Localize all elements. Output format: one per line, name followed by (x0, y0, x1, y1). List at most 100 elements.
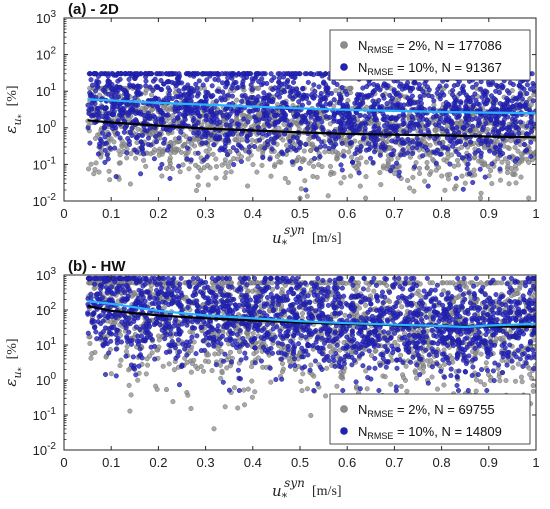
scatter-point-series-1 (341, 148, 347, 154)
scatter-point-series-2 (300, 114, 306, 120)
scatter-point-series-2 (311, 82, 317, 88)
scatter-point-series-1 (519, 154, 525, 160)
mean-line-series-2 (87, 98, 537, 115)
scatter-point-series-1 (126, 367, 132, 373)
scatter-point-series-2 (465, 161, 471, 167)
scatter-point-series-2 (517, 102, 523, 108)
scatter-point-series-2 (397, 93, 403, 99)
scatter-point-series-1 (210, 151, 216, 157)
scatter-point-series-1 (306, 136, 312, 142)
scatter-point-series-1 (193, 187, 199, 193)
scatter-point-series-2 (169, 79, 175, 85)
scatter-point-series-2 (439, 126, 445, 132)
scatter-point-series-1 (363, 195, 369, 201)
scatter-point-series-2 (399, 86, 405, 92)
scatter-point-series-2 (327, 138, 333, 144)
scatter-point-series-2 (322, 95, 328, 101)
scatter-point-series-2 (478, 141, 484, 147)
scatter-point-series-1 (459, 173, 465, 179)
scatter-point-series-1 (213, 163, 219, 169)
scatter-point-series-1 (118, 357, 124, 363)
scatter-point-series-2 (332, 134, 338, 140)
scatter-point-series-2 (268, 71, 274, 77)
scatter-point-series-2 (102, 124, 108, 130)
scatter-point-series-2 (373, 140, 379, 146)
scatter-point-series-1 (279, 369, 285, 375)
scatter-point-series-1 (493, 336, 499, 342)
scatter-point-series-1 (417, 165, 423, 171)
scatter-point-series-2 (400, 121, 406, 127)
scatter-point-series-1 (298, 186, 304, 192)
scatter-point-series-2 (291, 74, 297, 80)
scatter-point-series-2 (158, 77, 164, 83)
scatter-point-series-1 (509, 87, 515, 93)
scatter-point-series-2 (312, 112, 318, 118)
scatter-point-series-2 (190, 117, 196, 123)
scatter-point-series-1 (450, 280, 456, 286)
scatter-point-series-2 (491, 96, 497, 102)
scatter-point-series-2 (110, 86, 116, 92)
scatter-point-series-2 (482, 101, 488, 107)
scatter-point-series-1 (205, 182, 211, 188)
scatter-point-series-1 (488, 168, 494, 174)
scatter-point-series-2 (408, 100, 414, 106)
scatter-point-series-1 (515, 148, 521, 154)
scatter-point-series-2 (311, 134, 317, 140)
scatter-point-series-2 (284, 147, 290, 153)
x-axis-label-a: u*syn[m/s] (272, 223, 342, 251)
scatter-point-series-2 (384, 85, 390, 91)
scatter-point-series-1 (281, 121, 287, 127)
scatter-point-series-2 (229, 73, 235, 79)
scatter-point-series-1 (160, 363, 166, 369)
scatter-point-series-2 (307, 110, 313, 116)
scatter-point-series-2 (315, 102, 321, 108)
scatter-point-series-2 (447, 161, 453, 167)
scatter-point-series-2 (502, 104, 508, 110)
scatter-point-series-2 (204, 154, 210, 160)
scatter-point-series-2 (486, 114, 492, 120)
scatter-point-series-1 (364, 386, 370, 392)
scatter-point-series-2 (175, 81, 181, 87)
scatter-point-series-2 (317, 115, 323, 121)
scatter-point-series-2 (497, 166, 503, 172)
scatter-point-series-2 (207, 73, 213, 79)
scatter-point-series-1 (415, 288, 421, 294)
scatter-point-series-1 (515, 361, 521, 367)
scatter-point-series-2 (245, 119, 251, 125)
scatter-point-series-2 (267, 365, 273, 371)
scatter-point-series-2 (303, 141, 309, 147)
scatter-point-series-2 (464, 122, 470, 128)
scatter-point-series-1 (92, 166, 98, 172)
scatter-point-series-2 (500, 119, 506, 125)
scatter-point-series-2 (203, 140, 209, 146)
scatter-point-series-2 (316, 84, 322, 90)
scatter-point-series-2 (360, 286, 366, 292)
scatter-point-series-2 (123, 91, 129, 97)
scatter-point-series-1 (382, 374, 388, 380)
scatter-point-series-1 (293, 120, 299, 126)
scatter-point-series-2 (513, 95, 519, 101)
scatter-point-series-2 (159, 161, 165, 167)
scatter-point-series-2 (264, 93, 270, 99)
scatter-point-series-2 (271, 140, 277, 146)
scatter-point-series-2 (377, 152, 383, 158)
scatter-point-series-2 (400, 147, 406, 153)
scatter-point-series-2 (437, 151, 443, 157)
scatter-point-series-1 (500, 335, 506, 341)
scatter-point-series-1 (398, 352, 404, 358)
scatter-point-series-1 (407, 154, 413, 160)
scatter-point-series-2 (296, 99, 302, 105)
scatter-point-series-2 (113, 174, 119, 180)
scatter-point-series-2 (144, 128, 150, 134)
scatter-point-series-2 (177, 111, 183, 117)
scatter-point-series-2 (409, 93, 415, 99)
scatter-point-series-2 (122, 71, 128, 77)
scatter-point-series-2 (238, 158, 244, 164)
scatter-point-series-2 (417, 372, 423, 378)
scatter-point-series-1 (124, 155, 130, 161)
scatter-point-series-2 (521, 86, 527, 92)
scatter-point-series-2 (497, 101, 503, 107)
scatter-point-series-2 (242, 92, 248, 98)
